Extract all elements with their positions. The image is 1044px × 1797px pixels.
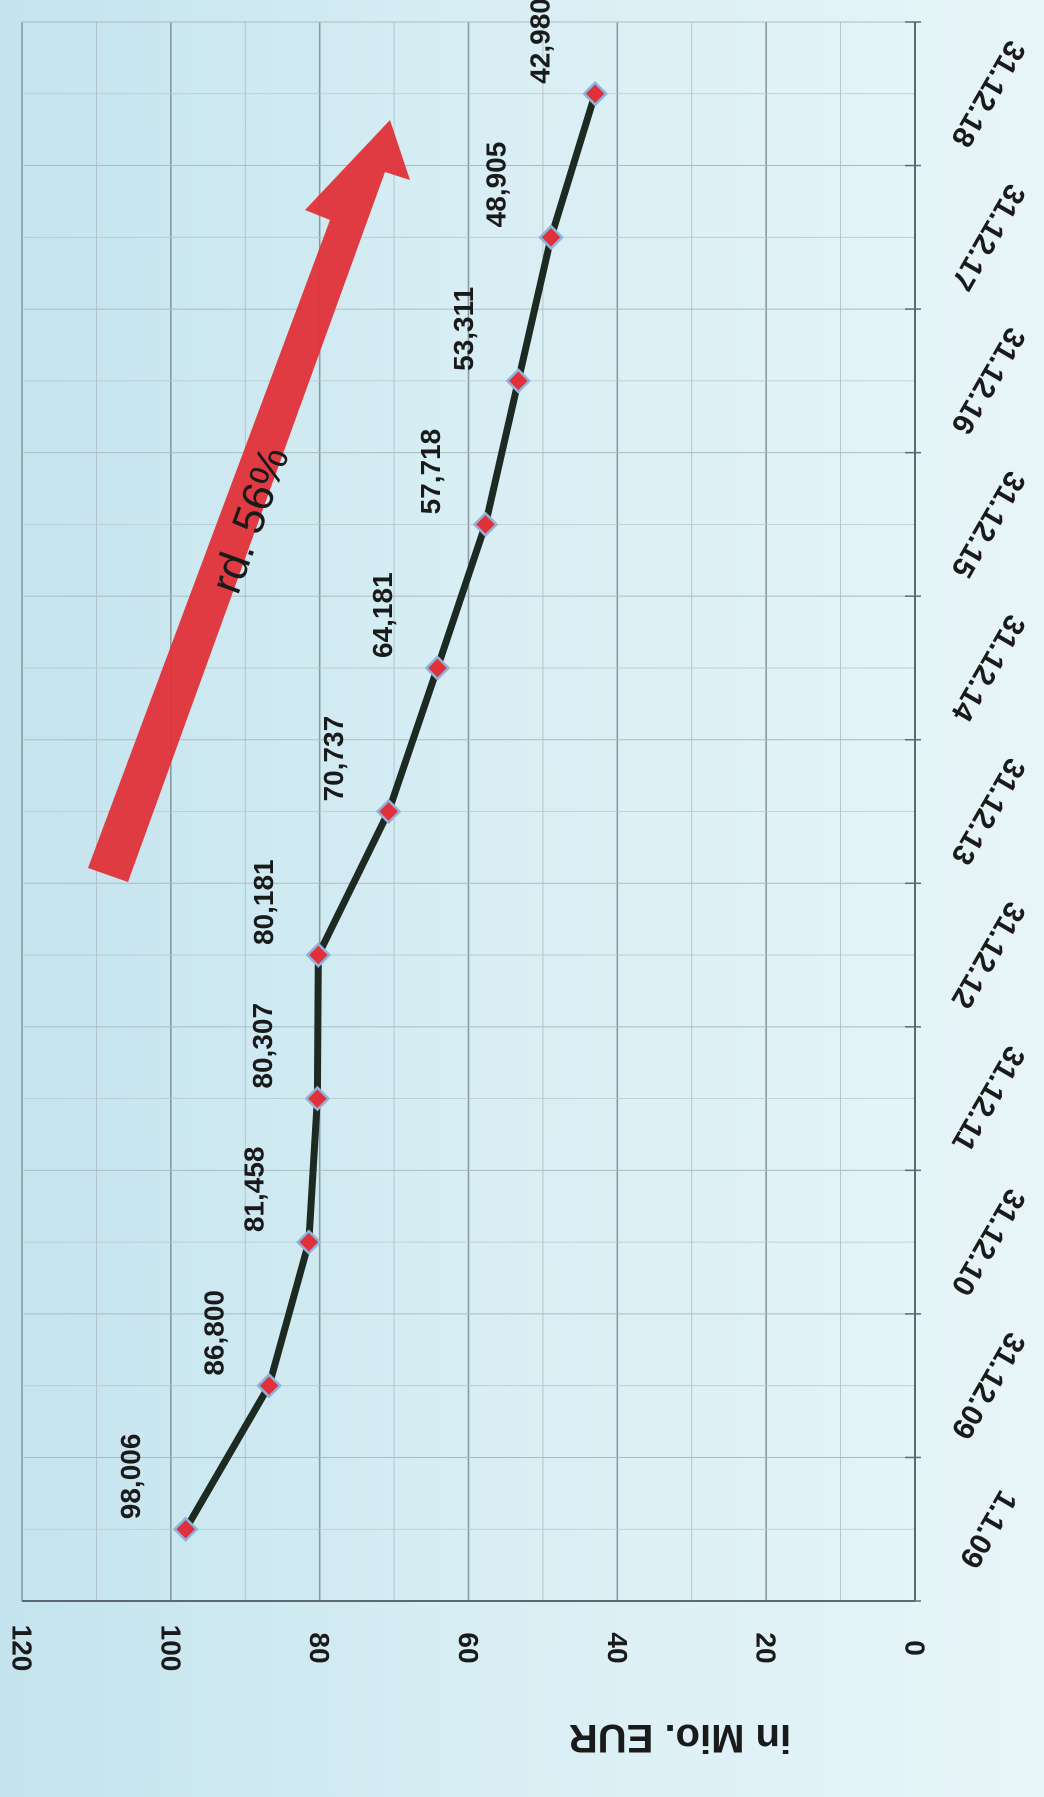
value-axis-title: in Mio. EUR <box>569 1716 791 1760</box>
category-tick-label: 31.12.13 <box>945 753 1032 871</box>
value-tick-label: 80 <box>304 1632 335 1663</box>
data-point <box>582 81 608 107</box>
data-label: 53,311 <box>448 287 479 371</box>
value-tick-label: 120 <box>7 1625 38 1672</box>
data-point <box>375 798 402 825</box>
data-label: 42,980 <box>525 0 556 84</box>
value-tick-label: 60 <box>453 1632 484 1663</box>
category-tick-label: 31.12.09 <box>945 1327 1032 1445</box>
category-tick-label: 31.12.11 <box>945 1040 1031 1156</box>
trend-arrow-shape <box>88 120 410 882</box>
category-tick-label: 31.12.10 <box>945 1183 1032 1301</box>
category-tick-label: 31.12.18 <box>945 35 1032 153</box>
trend-annotation: rd. 56% <box>201 440 299 599</box>
labels: 0 20 40 60 80 100 120 1.1.09 31.12.09 31.12.10 31.… <box>7 0 1032 1760</box>
category-tick-label: 31.12.14 <box>944 609 1031 727</box>
data-label: 64,181 <box>367 572 398 658</box>
grid-lines <box>21 21 916 1602</box>
data-point <box>424 655 451 681</box>
data-label: 80,307 <box>247 1003 278 1089</box>
category-tick-label: 31.12.15 <box>945 466 1032 584</box>
value-tick-label: 0 <box>900 1640 931 1656</box>
data-point <box>304 1085 331 1112</box>
data-point <box>296 1229 322 1255</box>
trend-arrow <box>88 120 410 882</box>
data-label: 57,718 <box>415 429 446 515</box>
data-label: 80,181 <box>248 859 279 945</box>
series <box>172 81 608 1542</box>
data-point <box>256 1372 282 1399</box>
axes <box>22 21 921 1602</box>
data-point <box>538 224 564 251</box>
category-tick-label: 31.12.17 <box>945 179 1032 297</box>
data-label: 81,458 <box>238 1146 269 1232</box>
data-label: 86,800 <box>199 1290 230 1376</box>
data-label: 48,905 <box>481 142 512 228</box>
category-tick-label: 31.12.16 <box>945 322 1032 440</box>
data-point <box>172 1516 199 1542</box>
category-tick-label: 1.1.09 <box>953 1485 1023 1574</box>
data-point <box>305 942 332 968</box>
value-tick-label: 40 <box>602 1632 633 1663</box>
data-label: 70,737 <box>318 716 349 802</box>
category-tick-label: 31.12.12 <box>945 896 1032 1014</box>
data-label: 98,006 <box>115 1434 146 1520</box>
data-point <box>505 368 532 394</box>
value-tick-label: 20 <box>751 1632 782 1663</box>
data-point <box>472 511 499 538</box>
value-tick-label: 100 <box>155 1625 186 1672</box>
